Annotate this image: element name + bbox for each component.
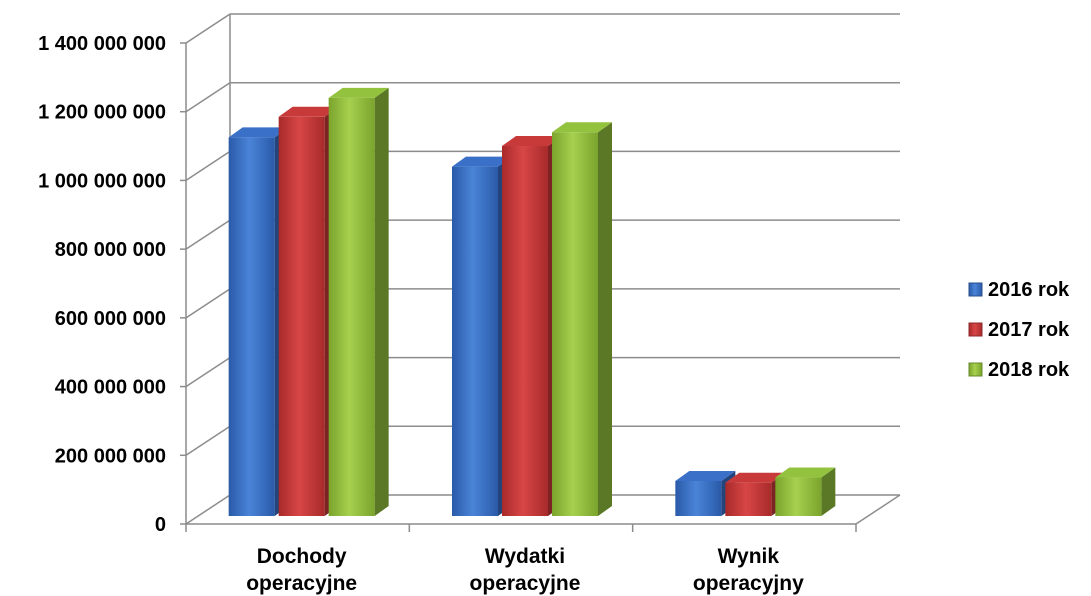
bar-top — [775, 467, 836, 478]
legend: 2016 rok 2017 rok 2018 rok — [968, 279, 1070, 381]
bar-front — [328, 97, 375, 517]
y-tick-label: 1 200 000 000 — [38, 102, 166, 124]
category-label: Dochody — [257, 545, 347, 568]
bar-front — [502, 146, 548, 516]
legend-swatch — [968, 362, 983, 377]
gridline-diagonal — [185, 356, 231, 388]
bar-top — [675, 470, 736, 481]
category-label: operacyjne — [470, 572, 581, 595]
gridline-diagonal — [185, 425, 231, 456]
legend-label: 2017 rok — [988, 319, 1070, 341]
bar-top — [278, 106, 339, 117]
y-tick-label: 800 000 000 — [55, 239, 166, 261]
bar-2018-rok-0 — [328, 87, 389, 517]
legend-label: 2018 rok — [988, 359, 1070, 381]
bar-top — [502, 136, 562, 147]
bar-front — [675, 480, 722, 516]
y-tick-label: 1 000 000 000 — [38, 170, 166, 192]
y-tick-label: 200 000 000 — [55, 445, 166, 467]
bar-side — [374, 87, 389, 517]
bar-top — [328, 87, 389, 98]
bar-front — [228, 137, 275, 517]
y-tick-label: 600 000 000 — [55, 308, 166, 330]
legend-swatch — [968, 282, 983, 297]
bar-side — [821, 467, 836, 516]
category-label: Wynik — [718, 545, 780, 568]
floor-right-edge — [855, 494, 901, 525]
legend-swatch — [968, 322, 983, 337]
bar-2018-rok-1 — [552, 122, 612, 517]
gridline-diagonal — [185, 219, 231, 250]
bar-front — [452, 166, 498, 516]
gridline-diagonal — [185, 150, 231, 182]
y-tick-label: 0 — [155, 514, 166, 536]
y-tick-label: 1 400 000 000 — [38, 33, 166, 55]
bar-top — [552, 122, 612, 133]
bar-top — [452, 156, 512, 167]
category-label: operacyjne — [246, 572, 357, 595]
bar-front — [278, 116, 325, 516]
bar-front — [725, 482, 772, 516]
gridline-diagonal — [185, 13, 231, 44]
bar-top — [725, 472, 786, 483]
bar-2018-rok-2 — [775, 467, 836, 516]
bar-top — [228, 127, 289, 138]
bar-front — [775, 477, 822, 516]
category-label: Wydatki — [485, 545, 565, 568]
category-label: operacyjny — [693, 572, 804, 595]
gridline-diagonal — [185, 494, 231, 525]
legend-label: 2016 rok — [988, 279, 1070, 301]
labels: 0 200 000 000 400 000 000 600 000 000 800 00… — [38, 33, 804, 595]
bar-side — [598, 122, 612, 517]
y-tick-label: 400 000 000 — [55, 377, 166, 399]
gridline-diagonal — [185, 82, 231, 113]
bars — [228, 87, 836, 517]
bar-front — [552, 132, 598, 516]
gridline-diagonal — [185, 288, 231, 319]
